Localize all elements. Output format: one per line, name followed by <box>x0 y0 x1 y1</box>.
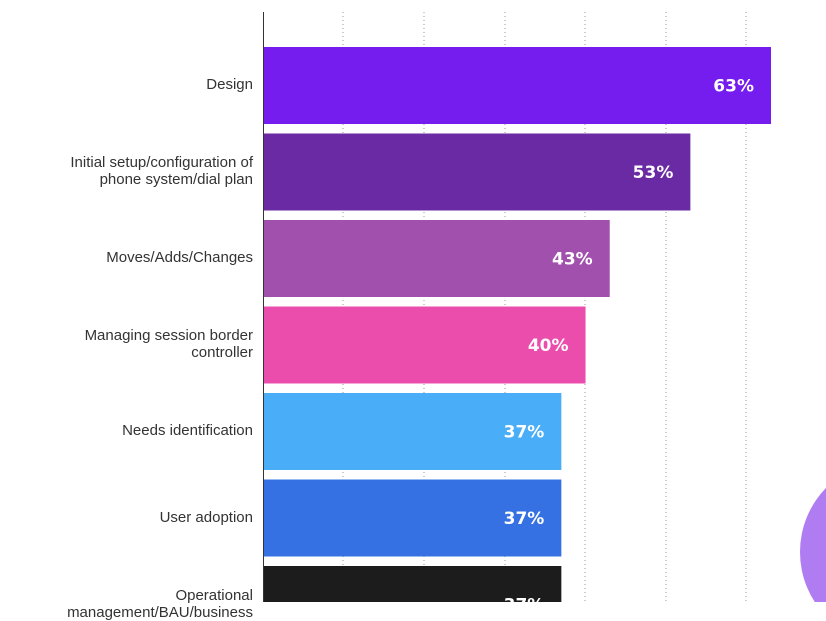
bar <box>263 133 691 211</box>
category-label: Operational management/BAU/business <box>67 586 253 621</box>
bar-value-label: 37% <box>504 423 545 443</box>
bar-value-label: 40% <box>528 336 569 356</box>
category-label: Needs identification <box>122 422 253 439</box>
category-label: Managing session border controller <box>84 327 253 361</box>
bar <box>263 220 610 297</box>
bar <box>263 479 562 557</box>
bar-value-label: 53% <box>633 163 674 183</box>
category-label: Design <box>206 76 253 93</box>
bar-value-label: 37% <box>504 509 545 529</box>
bar <box>263 47 771 124</box>
decorative-circle <box>800 487 826 602</box>
bar-value-label: 63% <box>713 77 754 97</box>
category-label: Initial setup/configuration of phone sys… <box>70 154 253 188</box>
bar-value-label: 43% <box>552 250 593 270</box>
bars-group: 63% 53% 43% 40% 37% 37% 37% <box>263 47 771 602</box>
bar-chart: 63% 53% 43% 40% 37% 37% 37% <box>263 12 826 602</box>
bar <box>263 566 562 602</box>
category-label: Moves/Adds/Changes <box>106 249 253 266</box>
bar-value-label: 37% <box>504 596 545 603</box>
bar <box>263 306 586 384</box>
category-label: User adoption <box>159 508 253 526</box>
bar <box>263 393 562 470</box>
